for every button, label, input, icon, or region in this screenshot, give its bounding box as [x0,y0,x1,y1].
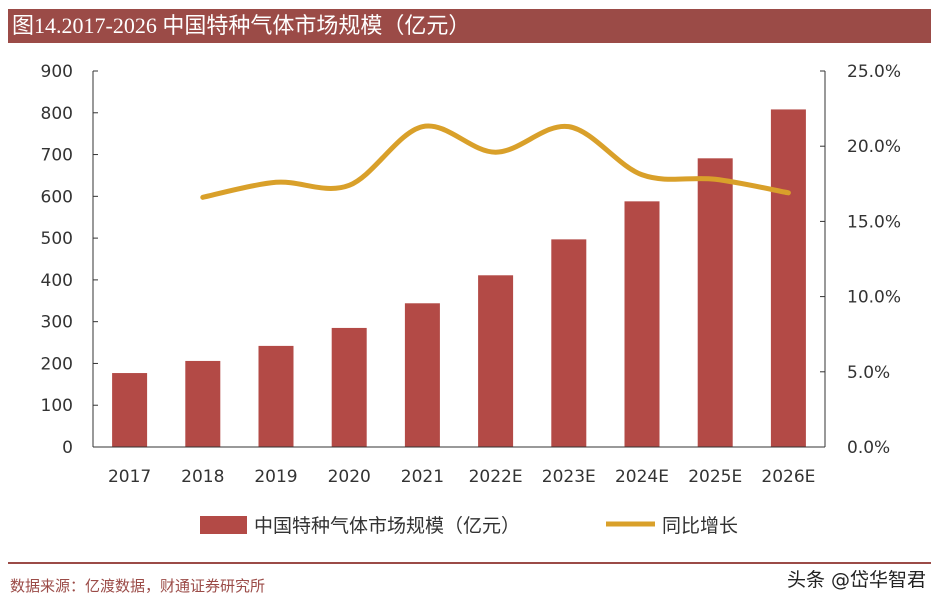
bar-2019 [258,345,294,447]
x-tick-label: 2022E [469,467,523,487]
left-tick-label: 700 [41,146,73,166]
right-tick-label: 10.0% [847,288,901,308]
bar-2024E [624,201,660,447]
watermark: 头条 @岱华智君 [786,569,926,591]
x-tick-label: 2018 [181,467,224,487]
left-tick-label: 200 [41,354,73,374]
bar-2020 [331,327,367,447]
x-tick-label: 2019 [254,467,297,487]
bar-2017 [112,373,148,447]
source-note: 数据来源：亿渡数据，财通证券研究所 [10,577,266,595]
x-tick-label: 2021 [401,467,444,487]
bar-2022E [478,275,514,447]
legend-line-label: 同比增长 [662,515,738,537]
legend-bar-swatch [200,516,247,534]
left-tick-label: 300 [41,313,73,333]
x-tick-label: 2023E [542,467,596,487]
x-tick-label: 2026E [761,467,815,487]
x-tick-label: 2020 [328,467,371,487]
growth-line [200,123,791,200]
left-tick-label: 400 [41,271,73,291]
left-tick-label: 100 [41,396,73,416]
right-tick-label: 5.0% [847,363,890,383]
left-tick-label: 900 [41,62,73,82]
left-tick-label: 800 [41,104,73,124]
left-tick-label: 600 [41,187,73,207]
left-tick-label: 0 [62,438,73,458]
bar-2026E [770,109,806,448]
right-tick-label: 0.0% [847,438,890,458]
x-tick-label: 2025E [688,467,742,487]
x-tick-label: 2017 [108,467,151,487]
bar-2018 [185,360,221,447]
bar-2025E [697,158,733,447]
right-tick-label: 20.0% [847,137,901,157]
chart-title: 图14.2017-2026 中国特种气体市场规模（亿元） [8,9,931,43]
bar-2023E [551,239,587,447]
right-tick-label: 15.0% [847,212,901,232]
footer-divider [8,562,931,564]
bar-2021 [404,303,440,447]
right-tick-label: 25.0% [847,62,901,82]
left-tick-label: 500 [41,229,73,249]
combo-chart: 0 100 200 300 400 500 600 700 800 900 0.0% 5.0% 10.0… [41,62,901,537]
x-tick-label: 2024E [615,467,669,487]
legend-bar-label: 中国特种气体市场规模（亿元） [254,515,520,537]
